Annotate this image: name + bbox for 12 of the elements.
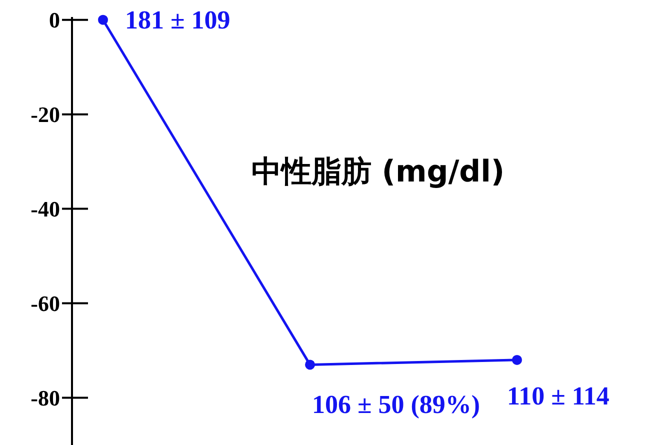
point (512, 354, 522, 365)
y-tick-label: -40 (30, 196, 60, 222)
y-tick-label: -20 (30, 102, 60, 127)
point (305, 360, 315, 370)
point (98, 14, 108, 25)
text: 中性脂肪 (mg/dl) (251, 154, 505, 190)
y-tick-label: 0 (49, 7, 60, 32)
y-tick-label: -60 (30, 290, 60, 316)
annotation: 106 ± 50 (89%) (312, 390, 480, 420)
annotation: 181 ± 109 (125, 5, 230, 34)
y-tick-label: -80 (30, 385, 60, 410)
annotation: 110 ± 114 (507, 381, 610, 410)
